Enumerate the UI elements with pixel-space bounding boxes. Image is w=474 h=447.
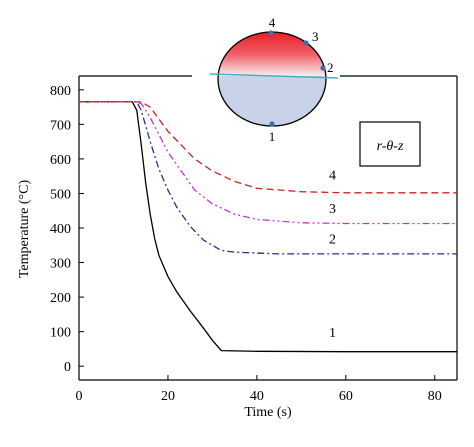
cross-section-diagram: 4 3 2 1 — [209, 15, 339, 144]
x-tick-label: 40 — [250, 389, 264, 404]
y-tick-label: 0 — [64, 360, 71, 375]
series-4-line — [79, 101, 457, 194]
series-1-line — [79, 101, 457, 353]
series-group — [79, 101, 457, 353]
x-tick-label: 20 — [161, 389, 175, 404]
curve-label-2: 2 — [329, 233, 336, 248]
series-3-line — [79, 101, 457, 225]
y-tick-label: 600 — [50, 153, 71, 168]
x-tick-label: 60 — [339, 389, 353, 404]
point-2-label: 2 — [327, 60, 334, 75]
y-tick-label: 700 — [50, 118, 71, 133]
y-axis-title: Temperature (°C) — [17, 180, 32, 279]
point-4-marker — [268, 30, 274, 36]
curve-label-3: 3 — [329, 202, 336, 217]
y-tick-label: 100 — [50, 326, 71, 341]
curve-label-1: 1 — [329, 326, 336, 341]
y-tick-label: 800 — [50, 84, 71, 99]
interface-line — [209, 73, 339, 79]
inset-coordinate-box: r-θ-z — [359, 121, 421, 167]
point-3-marker — [303, 40, 309, 46]
curve-labels: 1 2 3 4 — [329, 169, 336, 341]
series-2-line — [79, 101, 457, 255]
point-4-label: 4 — [269, 15, 276, 30]
point-3-label: 3 — [312, 29, 319, 44]
point-1-label: 1 — [269, 129, 276, 144]
x-axis-title: Time (s) — [244, 405, 292, 420]
y-tick-label: 300 — [50, 257, 71, 272]
y-tick-label: 200 — [50, 291, 71, 306]
curve-label-4: 4 — [329, 169, 336, 184]
x-tick-label: 0 — [76, 389, 83, 404]
point-2-marker — [320, 65, 326, 71]
point-1-marker — [269, 121, 275, 127]
y-tick-label: 400 — [50, 222, 71, 237]
coordinate-label: r-θ-z — [377, 139, 404, 154]
y-tick-label: 500 — [50, 187, 71, 202]
x-tick-label: 80 — [428, 389, 442, 404]
